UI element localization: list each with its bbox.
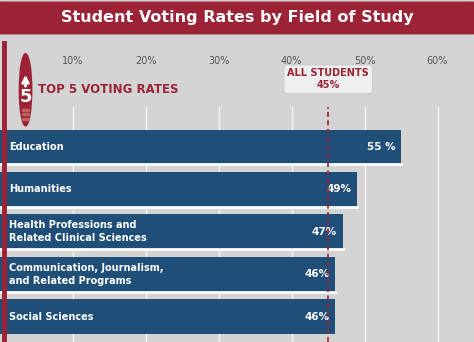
Text: Communication, Journalism,
and Related Programs: Communication, Journalism, and Related P… bbox=[9, 263, 163, 286]
Text: 40%: 40% bbox=[281, 56, 302, 66]
Text: 10%: 10% bbox=[62, 56, 83, 66]
Text: 20%: 20% bbox=[135, 56, 156, 66]
Text: Social Sciences: Social Sciences bbox=[9, 312, 93, 321]
Text: 5: 5 bbox=[19, 89, 32, 106]
Text: 47%: 47% bbox=[311, 227, 337, 237]
Text: 49%: 49% bbox=[327, 184, 352, 194]
Bar bbox=[0, 172, 357, 207]
Text: ALL STUDENTS
45%: ALL STUDENTS 45% bbox=[287, 68, 369, 90]
Text: Education: Education bbox=[9, 142, 64, 152]
Text: Health Professions and
Related Clinical Sciences: Health Professions and Related Clinical … bbox=[9, 220, 146, 243]
Text: TOP 5 VOTING RATES: TOP 5 VOTING RATES bbox=[37, 83, 178, 96]
FancyBboxPatch shape bbox=[0, 2, 474, 34]
Text: 30%: 30% bbox=[208, 56, 229, 66]
Text: 46%: 46% bbox=[304, 269, 329, 279]
Text: 55 %: 55 % bbox=[366, 142, 395, 152]
Bar bbox=[0, 299, 336, 334]
Bar bbox=[0, 214, 343, 249]
Text: 46%: 46% bbox=[304, 312, 329, 321]
Bar bbox=[0, 130, 401, 165]
Text: Student Voting Rates by Field of Study: Student Voting Rates by Field of Study bbox=[61, 10, 413, 25]
Circle shape bbox=[19, 54, 32, 126]
Text: 60%: 60% bbox=[427, 56, 448, 66]
Text: Humanities: Humanities bbox=[9, 184, 72, 194]
Text: 50%: 50% bbox=[354, 56, 375, 66]
Bar bbox=[0, 257, 336, 292]
